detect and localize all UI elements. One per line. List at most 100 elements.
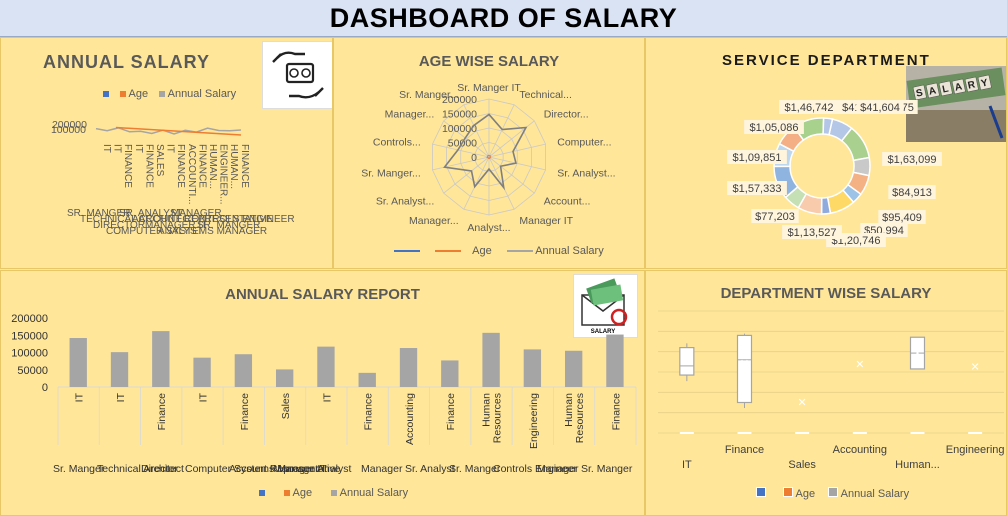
department-wise-boxplot: ✕ ✕ ✕ ✕ ✕ ✕ Finance Accounting Engineering IT Sale… (658, 310, 1005, 471)
role-label: SR. ANALYST (119, 208, 183, 219)
report-legend-age: Age (292, 487, 313, 499)
category-label: FINANCE (143, 144, 154, 188)
radar-age-series (486, 154, 492, 160)
box-category-label: Human... (895, 459, 940, 471)
letter-tile (912, 84, 927, 101)
donut-label-bg (878, 210, 926, 224)
radar-r-tick: 0 (471, 152, 477, 164)
radar-spoke (488, 104, 515, 158)
radar-axis-label: Sr. Analyst... (376, 196, 434, 208)
report-legend: Age Annual Salary (259, 487, 408, 499)
role-label: SR. MANGER (67, 208, 130, 219)
report-swatch-orange (284, 490, 291, 496)
annual-salary-panel[interactable]: ANNUAL SALARY Age Annual Salary 200000 10… (0, 37, 333, 269)
category-label: FINANCE (239, 144, 250, 188)
letter-tile (925, 82, 940, 99)
bar-role-label: Sr. Manger (449, 463, 501, 475)
department-wise-title: DEPARTMENT WISE SALARY (720, 285, 932, 302)
department-wise-panel[interactable]: DEPARTMENT WISE SALARY ✕ ✕ ✕ ✕ ✕ ✕ Finance Acco… (645, 270, 1007, 516)
legend-salary-label: Annual Salary (167, 88, 237, 100)
bar-role-label: Sr. Manger (581, 463, 633, 475)
donut-label: $84,913 (892, 187, 932, 199)
category-label: SALES (154, 144, 165, 177)
category-label: HUMAN... (228, 144, 239, 189)
bar-y-tick: 200000 (11, 313, 48, 325)
donut-label: $1,05,086 (750, 122, 799, 134)
bar-role-label: Director (141, 463, 178, 475)
letter-tile (964, 76, 979, 93)
salary-bar (523, 349, 542, 387)
bar-y-tick: 100000 (11, 348, 48, 360)
radar-axis-label: Manager... (409, 215, 459, 227)
salary-envelope-icon: SALARY (573, 274, 638, 338)
dept-swatch-orange (783, 487, 794, 497)
letter-tile-text: S (915, 87, 924, 99)
annual-salary-bar-chart: 200000 150000 100000 50000 0 IT IT Finance IT Fin… (11, 313, 637, 475)
salary-bar (110, 352, 129, 387)
service-department-title: SERVICE DEPARTMENT (722, 52, 931, 69)
donut-label-bg (727, 150, 787, 164)
radar-spoke (488, 143, 546, 158)
salary-bar (606, 334, 624, 387)
box-category-label: Sales (788, 459, 816, 471)
report-legend-salary: Annual Salary (339, 487, 409, 499)
radar-spoke (488, 156, 515, 210)
salary-bar (69, 338, 87, 387)
box-category-label: Finance (725, 444, 764, 456)
bar-category-label: Human (563, 393, 575, 427)
salary-bar (358, 372, 376, 387)
bar-role-label: Computer Systems Manager (185, 463, 319, 475)
role-label: MANAGER IT (145, 220, 207, 231)
role-label: CONTROLS ENGINEER (184, 214, 295, 225)
donut-label: $1,46,742 (785, 102, 834, 114)
box-mean-marker: ✕ (682, 357, 691, 369)
category-label: IT (112, 144, 123, 153)
legend-line-orange (435, 250, 462, 253)
box-mean-marker: ✕ (971, 362, 980, 374)
category-label: HUMAN... (207, 144, 218, 189)
radar-axis-label: Manager... (385, 108, 435, 120)
donut-label: $41,604 (860, 102, 900, 114)
report-title: ANNUAL SALARY REPORT (225, 286, 420, 303)
role-label: ACCOUNT REPRESENTATIVE (132, 214, 273, 225)
report-swatch-blue (259, 490, 265, 496)
bar-category-label: IT (321, 392, 333, 402)
service-department-panel[interactable]: SERVICE DEPARTMENT SALARY $99,975$1,63,0… (645, 37, 1007, 269)
box-category-label: IT (682, 459, 692, 471)
bar-role-label: Manager (361, 463, 403, 475)
donut-label-bg (888, 185, 936, 199)
bar-role-label: Controls Engineer (493, 463, 578, 475)
bar-category-label: Engineering (528, 393, 540, 449)
annual-salary-report-panel[interactable]: ANNUAL SALARY REPORT SALARY 200000 150000… (0, 270, 645, 516)
role-label: SR. MANGER (197, 220, 260, 231)
age-wise-title: AGE WISE SALARY (418, 53, 560, 70)
radar-legend-age: Age (472, 245, 492, 257)
salary-bar (564, 350, 583, 387)
radar-axis-label: Technical... (519, 89, 572, 101)
bar-category-label: Resources (574, 393, 586, 443)
bar-category-label: IT (74, 392, 86, 402)
age-wise-panel[interactable]: AGE WISE SALARY Sr. Manger IT Technical..… (333, 37, 645, 269)
radar-spoke (463, 104, 490, 158)
legend-swatch-gray (159, 91, 166, 97)
radar-spoke (443, 156, 490, 194)
legend-age-label: Age (128, 88, 149, 100)
money-hand-icon-graphic (272, 51, 324, 99)
radar-spoke (463, 156, 490, 210)
donut-label-bg (882, 152, 942, 166)
salary-bar (441, 360, 459, 387)
radar-spoke (443, 120, 490, 158)
donut-label-bg (779, 100, 839, 114)
donut-label: $77,203 (755, 211, 795, 223)
radar-axis-label: Account... (544, 196, 591, 208)
salary-bar (234, 354, 253, 387)
radar-spoke (488, 156, 535, 194)
bar-role-label: Analyst (317, 463, 352, 475)
bar-category-label: Resources (492, 393, 504, 443)
dept-legend-salary: Annual Salary (840, 488, 910, 500)
radar-spoke (432, 156, 490, 171)
box-mean-marker: ✕ (798, 397, 807, 409)
category-label: FINANCE (122, 144, 133, 188)
